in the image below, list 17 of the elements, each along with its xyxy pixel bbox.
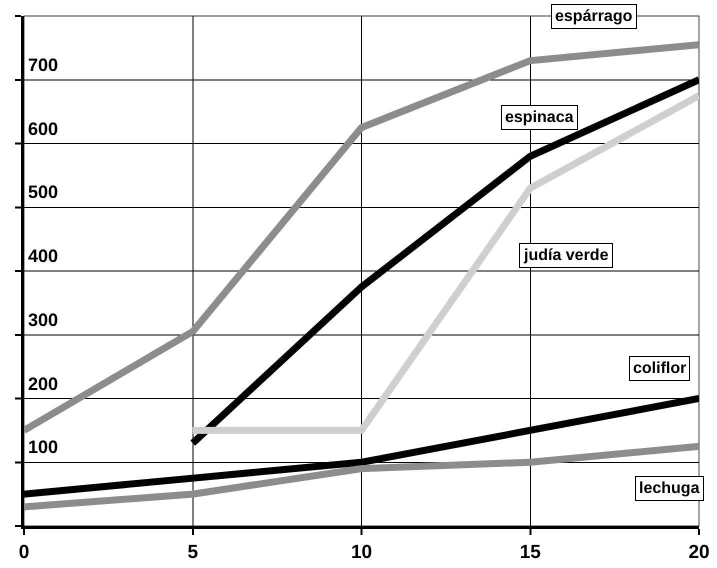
x-tick-label: 0: [18, 542, 30, 563]
series-label: lechuga: [639, 480, 700, 497]
series-label: espárrago: [555, 8, 633, 25]
x-tick-label: 20: [688, 542, 710, 563]
series-label: coliflor: [633, 360, 686, 377]
y-tick-label: 200: [28, 374, 58, 394]
y-tick-label: 300: [28, 310, 58, 330]
x-tick-label: 5: [187, 542, 198, 563]
series-label: espinaca: [505, 109, 574, 126]
y-tick-label: 600: [28, 119, 58, 139]
y-tick-label: 500: [28, 182, 58, 202]
y-tick-label: 700: [28, 55, 58, 75]
x-tick-label: 15: [520, 542, 542, 563]
y-tick-label: 100: [28, 437, 58, 457]
y-tick-label: 400: [28, 246, 58, 266]
x-tick-label: 10: [350, 542, 372, 563]
series-label: judía verde: [523, 247, 609, 264]
